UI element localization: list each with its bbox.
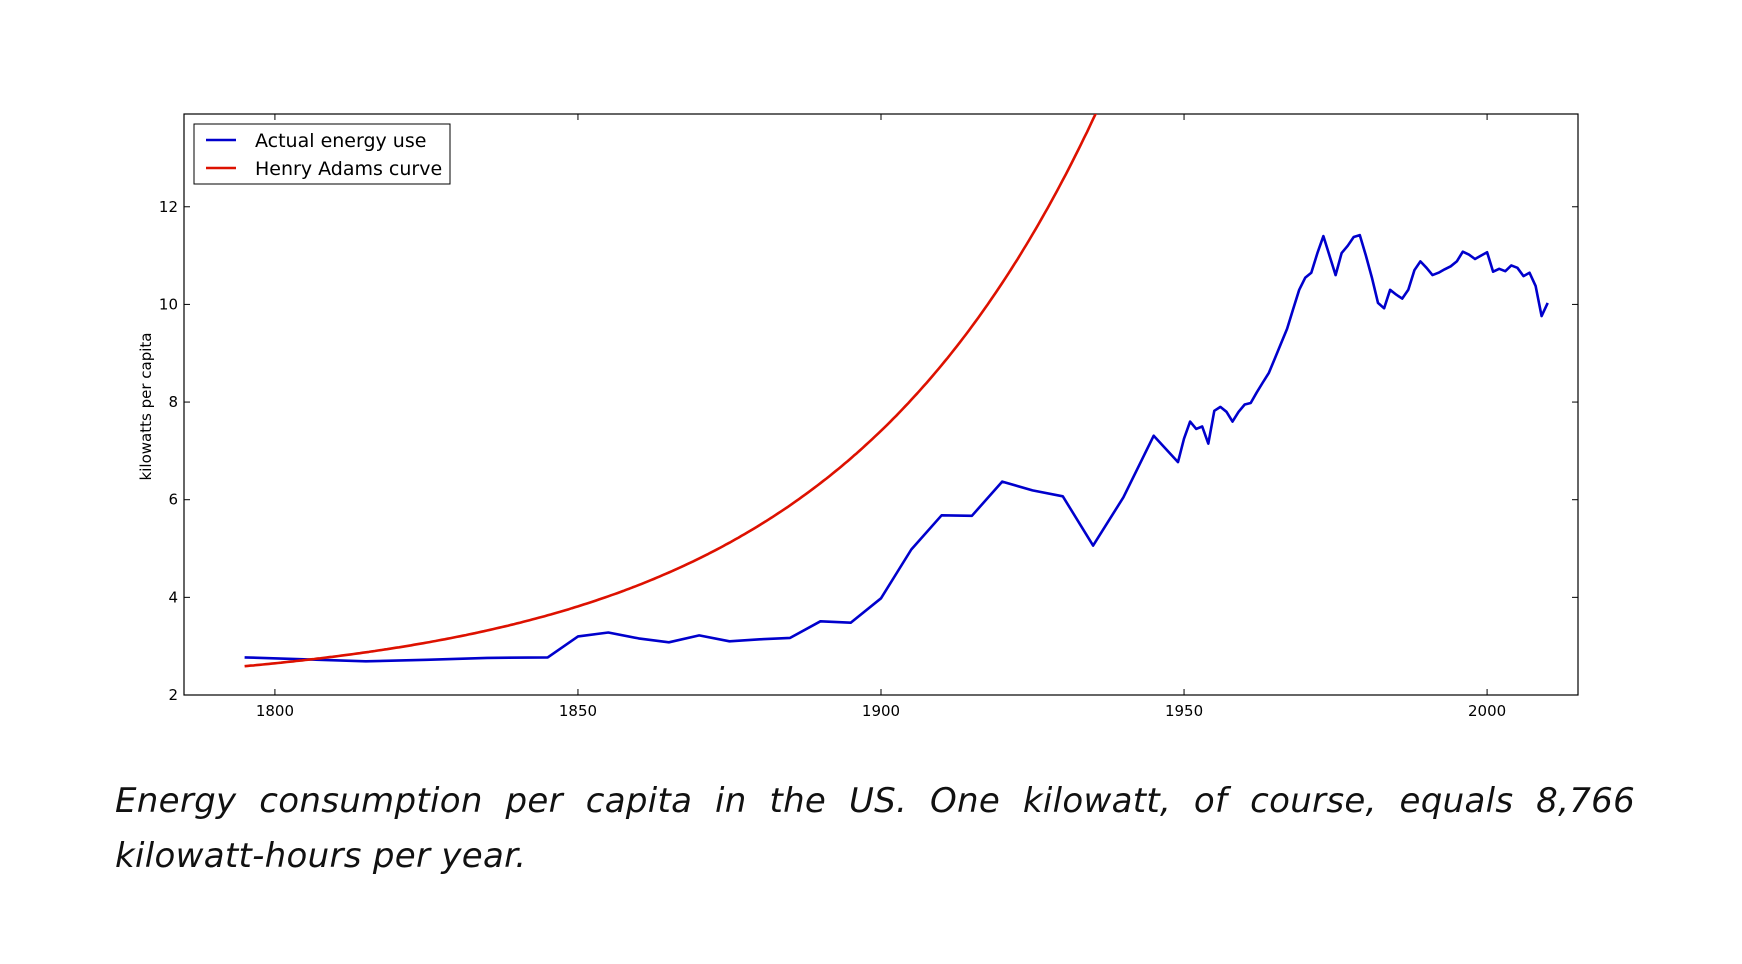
y-tick-label: 8	[168, 393, 178, 411]
chart-svg: 1800 1850 1900 1950 2000 2 4 6 8 10 12 kilowatts pe…	[137, 113, 1579, 720]
series-henry-adams-curve	[244, 114, 1098, 668]
y-axis-label: kilowatts per capita	[137, 333, 155, 481]
figure-caption: Energy consumption per capita in the US.…	[115, 781, 1635, 876]
y-tick-label: 12	[159, 198, 178, 216]
x-tick-label: 1950	[1165, 702, 1203, 720]
plot-frame	[183, 113, 1579, 696]
x-tick-label: 2000	[1468, 702, 1506, 720]
legend-entry: Actual energy use	[255, 130, 426, 152]
legend-box	[193, 123, 451, 185]
x-tick-label: 1800	[256, 702, 294, 720]
x-tick-label: 1900	[862, 702, 900, 720]
y-tick-label: 4	[168, 588, 178, 606]
legend-entry: Henry Adams curve	[255, 158, 442, 180]
y-tick-label: 6	[168, 491, 178, 509]
x-tick-label: 1850	[559, 702, 597, 720]
y-tick-label: 10	[159, 295, 178, 313]
y-tick-label: 2	[168, 686, 178, 704]
energy-chart: 1800 1850 1900 1950 2000 2 4 6 8 10 12 kilowatts pe…	[137, 113, 1579, 720]
series-actual-energy-use	[244, 233, 1549, 663]
